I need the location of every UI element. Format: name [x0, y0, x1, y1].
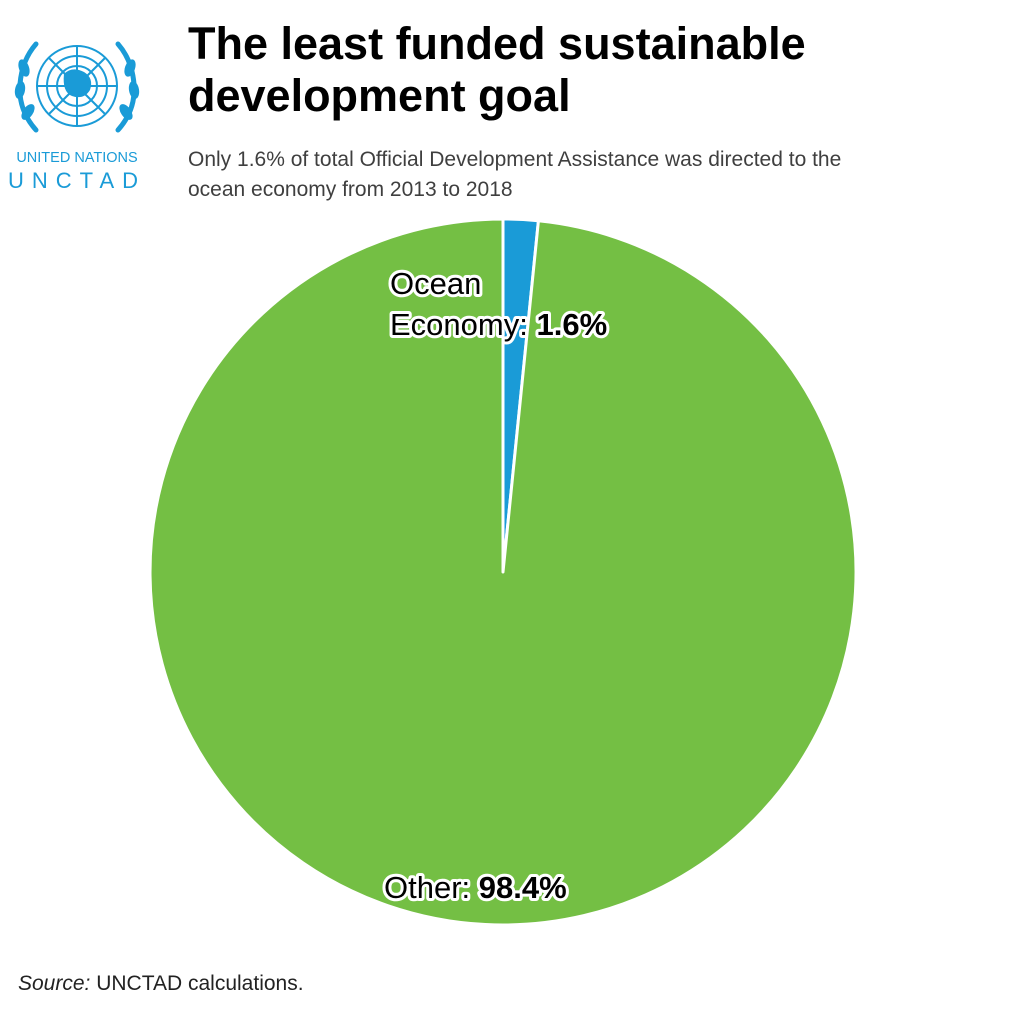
slice-label-other: Other: 98.4%: [384, 870, 567, 905]
pie-slices: [148, 217, 858, 927]
un-logo: [6, 26, 148, 198]
source-label: Source:: [18, 972, 91, 995]
ocean-label-line2: Economy: 1.6%: [390, 307, 607, 342]
ocean-label-name: Economy:: [390, 307, 528, 342]
pie-slice-other: [148, 217, 858, 927]
ocean-label-value: 1.6%: [536, 307, 607, 342]
source-note: Source: UNCTAD calculations.: [18, 972, 304, 996]
source-text: UNCTAD calculations.: [96, 972, 304, 995]
logo-text-unctad: UNCTAD: [7, 168, 147, 193]
other-label-name: Other:: [384, 870, 470, 905]
chart-subtitle: Only 1.6% of total Official Development …: [188, 148, 842, 201]
logo-text-united-nations: UNITED NATIONS: [16, 150, 138, 166]
slice-label-ocean-economy: Ocean Economy: 1.6%: [390, 266, 607, 342]
other-label-value: 98.4%: [479, 870, 567, 905]
ocean-label-line1: Ocean: [390, 266, 481, 301]
un-emblem-icon: [14, 41, 140, 133]
chart-title: The least funded sustainable development…: [188, 18, 806, 121]
